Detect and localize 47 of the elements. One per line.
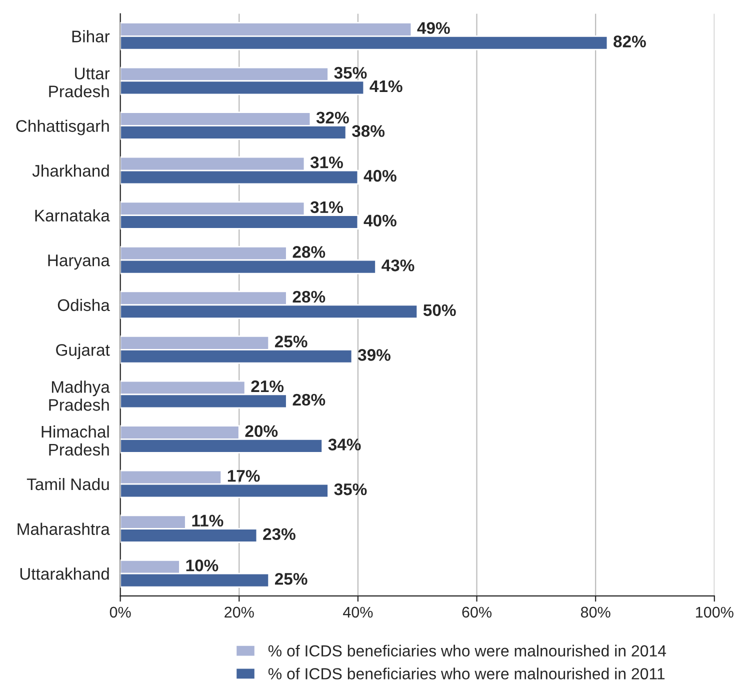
legend-label: % of ICDS beneficiaries who were malnourished in 2014 (268, 644, 666, 657)
y-tick-label: Uttarakhand (20, 568, 109, 580)
data-label: 11% (192, 514, 224, 527)
data-label: 49% (417, 22, 450, 34)
x-tick-label: 20% (224, 606, 254, 618)
x-tick-label: 100% (696, 606, 734, 618)
data-label: 43% (382, 259, 414, 272)
y-tick-label: Maharashtra (18, 522, 110, 536)
y-tick-label: Karnataka (35, 209, 110, 222)
data-label: 82% (614, 36, 646, 48)
y-tick-label: Jharkhand (32, 164, 109, 177)
data-label: 20% (245, 425, 278, 437)
data-label: 10% (186, 560, 218, 572)
data-label: 23% (263, 528, 296, 540)
y-tick-label: Bihar (72, 30, 110, 42)
data-label: 32% (316, 112, 349, 124)
x-tick-label: 40% (343, 606, 373, 618)
data-label: 31% (310, 156, 343, 168)
data-label: 39% (358, 349, 390, 361)
data-label: 17% (228, 470, 260, 482)
data-label: 28% (292, 290, 326, 303)
y-tick-label: Chhattisgarh (16, 120, 109, 136)
data-label: 41% (370, 80, 402, 92)
data-label: 25% (274, 336, 308, 348)
y-tick-label: Madhya Pradesh (49, 380, 110, 411)
data-label: 31% (310, 201, 343, 214)
legend-label: % of ICDS beneficiaries who were malnourished in 2011 (268, 668, 665, 680)
data-label: 21% (251, 380, 284, 392)
x-tick-label: 0% (110, 606, 131, 618)
data-label: 38% (352, 125, 385, 137)
data-label: 28% (292, 246, 326, 258)
data-label: 50% (423, 304, 456, 316)
data-label: 35% (334, 483, 367, 496)
data-label: 25% (274, 572, 308, 585)
y-tick-label: Haryana (48, 254, 110, 270)
data-label: 40% (364, 214, 396, 227)
y-tick-label: Gujarat (56, 344, 110, 360)
data-label: 35% (334, 66, 367, 79)
data-label: 28% (292, 394, 326, 406)
y-tick-label: Odisha (58, 298, 110, 312)
x-tick-label: 60% (462, 606, 492, 618)
data-label: 34% (328, 438, 361, 450)
y-tick-label: Tamil Nadu (26, 478, 109, 490)
data-label: 40% (364, 170, 396, 182)
x-tick-label: 80% (580, 606, 610, 618)
y-tick-label: Uttar Pradesh (49, 68, 110, 98)
y-tick-label: Himachal Pradesh (42, 425, 109, 456)
